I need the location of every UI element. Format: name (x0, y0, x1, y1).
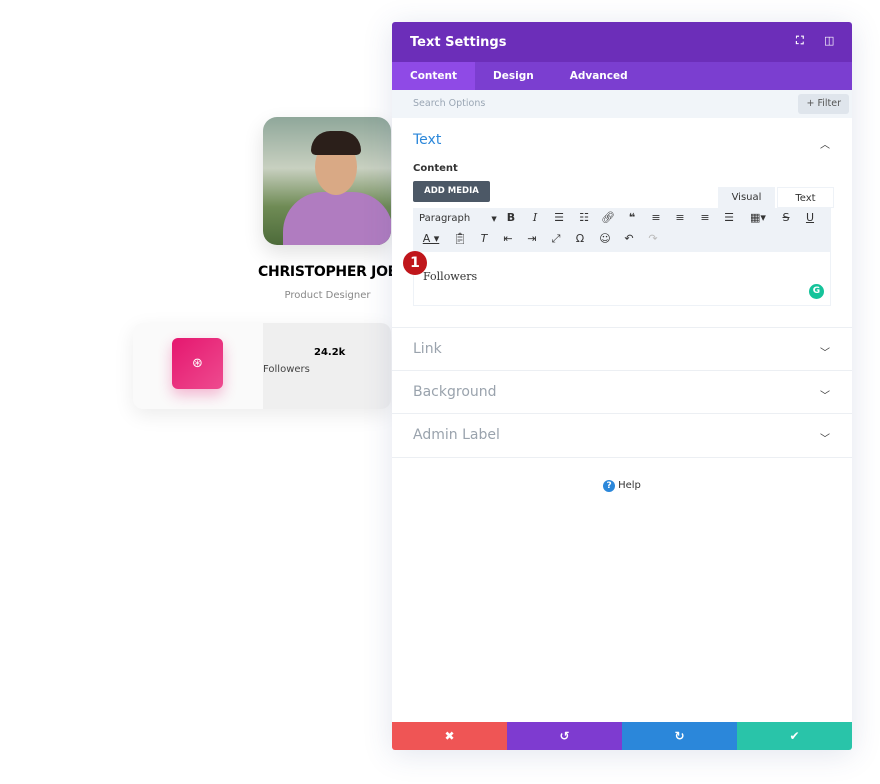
filter-button[interactable]: + Filter (798, 94, 849, 114)
text-color-icon[interactable]: A ▾ (422, 232, 440, 245)
undo-button[interactable]: ↺ (507, 722, 622, 750)
background-section[interactable]: Background ﹀ (392, 371, 852, 414)
stat-card: ⊛ 24.2k Followers (133, 323, 391, 409)
chevron-down-icon: ﹀ (820, 348, 830, 359)
content-editor[interactable]: Followers G (413, 252, 831, 306)
profile-photo (263, 117, 391, 245)
strikethrough-icon[interactable]: S (782, 211, 790, 224)
panel-header: Text Settings ⛶ ◫ (392, 22, 852, 62)
tab-content[interactable]: Content (392, 62, 476, 90)
format-select[interactable]: Paragraph ▼ (419, 213, 497, 224)
save-button[interactable]: ✔ (737, 722, 852, 750)
profile-role: Product Designer (284, 290, 371, 301)
add-media-button[interactable]: ADD MEDIA (413, 181, 490, 202)
link-section[interactable]: Link ﹀ (392, 328, 852, 371)
tab-design[interactable]: Design (493, 70, 534, 82)
search-options-input[interactable]: Search Options + Filter (392, 90, 852, 118)
help-icon: ? (603, 480, 616, 492)
help-link[interactable]: ? Help (392, 480, 852, 492)
cancel-button[interactable]: ✖ (392, 722, 507, 750)
redo-icon[interactable]: ↷ (648, 232, 658, 245)
tab-text[interactable]: Text (777, 187, 834, 208)
panel-title: Text Settings (410, 34, 507, 50)
redo-button[interactable]: ↻ (622, 722, 737, 750)
undo-icon[interactable]: ↶ (624, 232, 634, 245)
panel-footer: ✖ ↺ ↻ ✔ (392, 722, 852, 750)
quote-icon[interactable]: ❝ (628, 211, 636, 224)
dribbble-icon: ⊛ (172, 338, 223, 389)
panel-tabs: Content Design Advanced (392, 62, 852, 90)
justify-icon[interactable]: ☰ (724, 211, 734, 224)
admin-label-section[interactable]: Admin Label ﹀ (392, 414, 852, 458)
content-label: Content (413, 163, 458, 174)
outdent-icon[interactable]: ⇤ (503, 232, 513, 245)
section-title-link: Link (413, 341, 442, 357)
stat-value: 24.2k (314, 347, 346, 358)
tab-visual[interactable]: Visual (718, 187, 775, 208)
editor-toolbar: Paragraph ▼ B I ☰ ☷ 🔗︎ ❝ ≡ ≡ ≡ ☰ ▦▾ S U … (413, 208, 831, 252)
chevron-down-icon: ﹀ (820, 391, 830, 402)
section-title-text[interactable]: Text (413, 132, 442, 148)
italic-icon[interactable]: I (532, 211, 538, 224)
clear-format-icon[interactable]: T (480, 232, 488, 245)
settings-panel: Text Settings ⛶ ◫ Content Design Advance… (392, 22, 852, 750)
fullscreen-icon[interactable]: ⤢ (551, 232, 561, 245)
search-placeholder: Search Options (413, 98, 486, 109)
editor-text[interactable]: Followers (423, 270, 478, 283)
profile-name: CHRISTOPHER JOE (258, 264, 397, 280)
section-title-background: Background (413, 384, 497, 400)
grammarly-icon[interactable]: G (809, 284, 824, 299)
sidebar-icon[interactable]: ◫ (824, 34, 835, 47)
bold-icon[interactable]: B (506, 211, 516, 224)
chevron-down-icon: ﹀ (820, 434, 830, 445)
underline-icon[interactable]: U (805, 211, 815, 224)
align-center-icon[interactable]: ≡ (675, 211, 685, 224)
emoji-icon[interactable]: ☺ (599, 232, 611, 245)
chevron-up-icon[interactable]: ︿ (820, 140, 830, 151)
stat-label: Followers (263, 364, 310, 375)
tab-advanced[interactable]: Advanced (569, 70, 628, 82)
indent-icon[interactable]: ⇥ (527, 232, 537, 245)
table-icon[interactable]: ▦▾ (750, 211, 766, 224)
paste-text-icon[interactable]: 📋︎ (453, 232, 467, 245)
bullet-list-icon[interactable]: ☰ (554, 211, 564, 224)
align-left-icon[interactable]: ≡ (651, 211, 661, 224)
text-section: Text ︿ Content ADD MEDIA Visual Text Par… (392, 118, 852, 328)
numbered-list-icon[interactable]: ☷ (579, 211, 589, 224)
step-badge: 1 (403, 251, 427, 275)
format-select-value: Paragraph (419, 213, 471, 224)
align-right-icon[interactable]: ≡ (700, 211, 710, 224)
help-label: Help (618, 480, 641, 491)
link-icon[interactable]: 🔗︎ (601, 211, 615, 224)
expand-icon[interactable]: ⛶ (796, 34, 804, 47)
special-char-icon[interactable]: Ω (575, 232, 585, 245)
section-title-admin-label: Admin Label (413, 427, 500, 443)
